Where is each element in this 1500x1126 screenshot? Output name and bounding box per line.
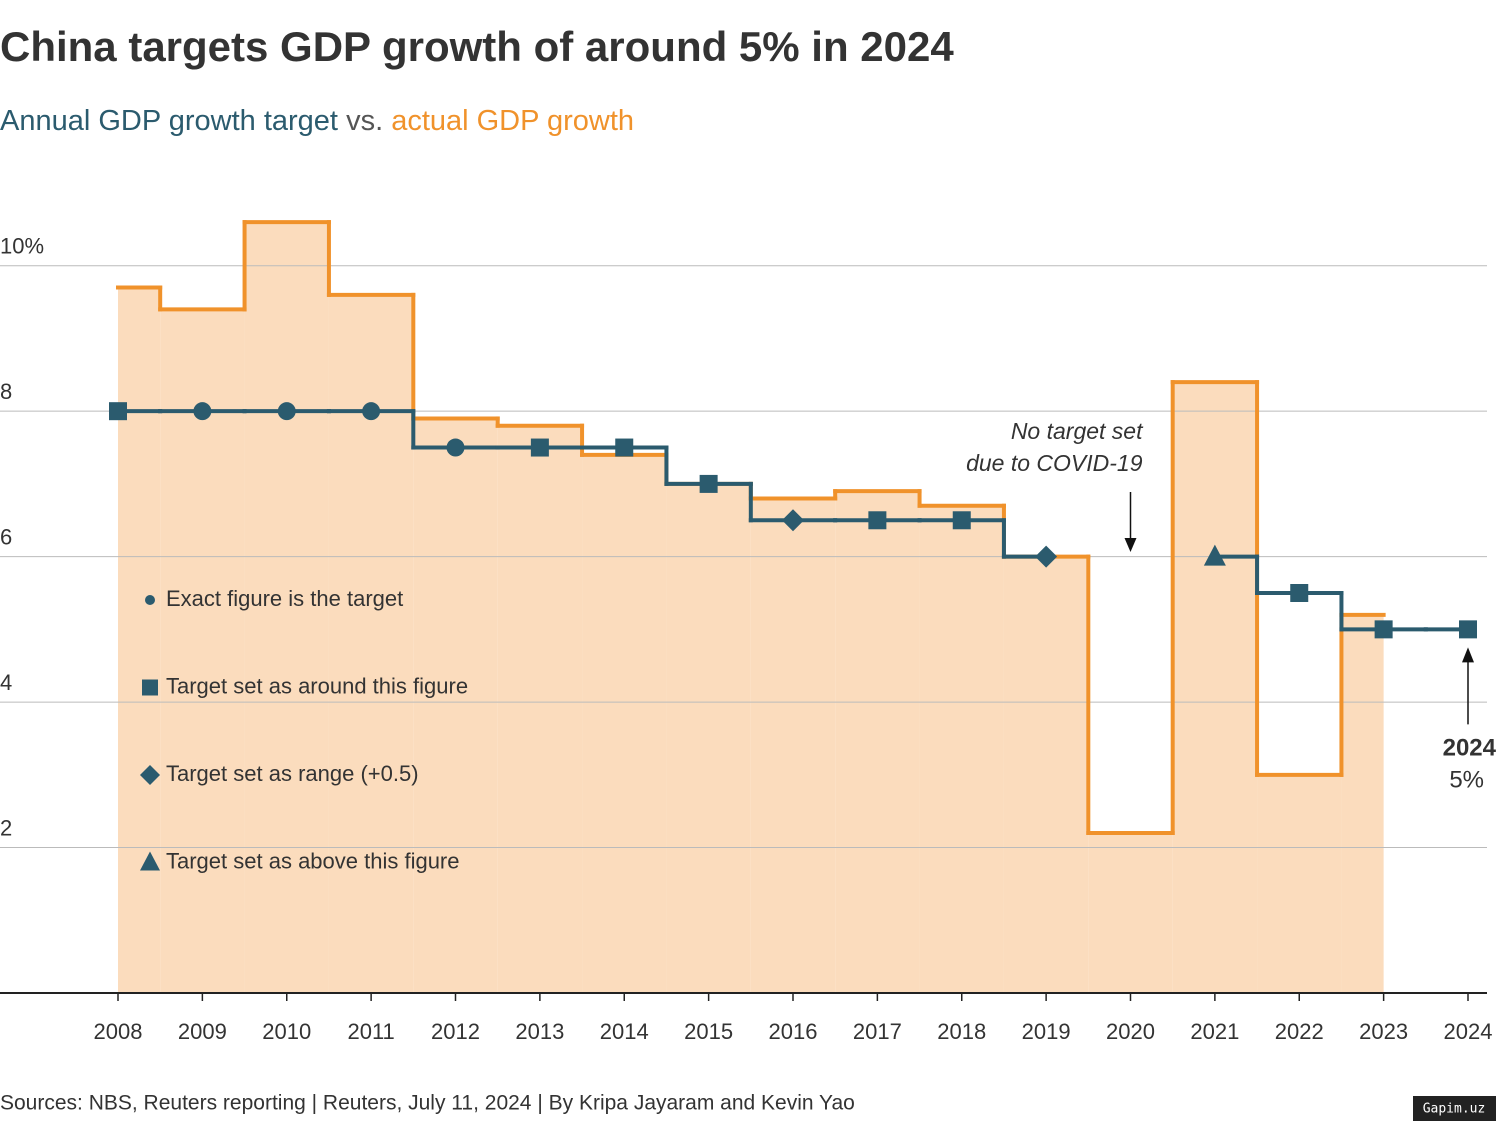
area-segment xyxy=(666,483,751,993)
marker xyxy=(140,851,160,871)
x-tick-label: 2019 xyxy=(1022,1019,1071,1044)
area-segment xyxy=(1257,774,1342,993)
area-segment xyxy=(582,454,667,993)
annotation: No target set xyxy=(1011,418,1144,444)
marker-layer xyxy=(109,402,1477,639)
y-tick-label: 4 xyxy=(0,670,12,695)
marker xyxy=(530,438,549,457)
area-segment xyxy=(413,418,498,993)
x-tick-label: 2018 xyxy=(937,1019,986,1044)
annotation: 2024 xyxy=(1443,734,1497,761)
area-segment xyxy=(328,294,414,993)
area-segment xyxy=(1172,382,1258,993)
marker xyxy=(1203,544,1226,566)
legend-label: Exact figure is the target xyxy=(166,586,403,611)
marker xyxy=(615,438,634,457)
arrow-head xyxy=(1124,538,1137,552)
marker xyxy=(868,511,887,530)
marker xyxy=(193,402,212,421)
y-tick-label: 2 xyxy=(0,815,12,840)
area-segment xyxy=(1341,614,1384,993)
x-tick-label: 2017 xyxy=(853,1019,902,1044)
x-tick-label: 2022 xyxy=(1275,1019,1324,1044)
area-segment xyxy=(497,425,583,993)
area-segment xyxy=(835,491,920,993)
subtitle-target: Annual GDP growth target xyxy=(0,105,338,137)
marker xyxy=(699,474,718,493)
x-tick-label: 2013 xyxy=(515,1019,564,1044)
y-tick-label: 8 xyxy=(0,379,12,404)
marker xyxy=(1035,545,1058,568)
x-tick-label: 2024 xyxy=(1444,1019,1493,1044)
y-tick-label: 10% xyxy=(0,234,44,259)
subtitle-joiner: vs. xyxy=(346,105,383,137)
area-segment xyxy=(750,498,836,993)
marker xyxy=(1374,620,1393,639)
area-segment xyxy=(1088,833,1173,993)
source: Sources: NBS, Reuters reporting | Reuter… xyxy=(0,1092,855,1115)
marker xyxy=(142,679,158,696)
y-tick-label: 6 xyxy=(0,524,12,549)
marker xyxy=(446,438,465,457)
marker xyxy=(952,511,971,530)
x-tick-label: 2011 xyxy=(347,1019,394,1044)
x-tick-label: 2009 xyxy=(178,1019,227,1044)
marker xyxy=(782,509,804,532)
x-tick-label: 2015 xyxy=(684,1019,733,1044)
legend-label: Target set as above this figure xyxy=(166,848,460,873)
marker xyxy=(1290,584,1309,602)
x-tick-label: 2012 xyxy=(431,1019,480,1044)
watermark: Gapim.uz xyxy=(1423,1102,1486,1117)
subtitle: Annual GDP growth target vs. actual GDP … xyxy=(0,105,634,137)
marker xyxy=(109,402,127,421)
area-layer xyxy=(118,222,1384,994)
x-tick-label: 2016 xyxy=(769,1019,818,1044)
watermark-box xyxy=(1413,1096,1496,1121)
x-tick-label: 2023 xyxy=(1359,1019,1408,1044)
area-segment xyxy=(118,287,161,994)
subtitle-actual: actual GDP growth xyxy=(391,105,634,137)
area-segment xyxy=(919,505,1004,993)
marker xyxy=(1459,620,1477,639)
x-tick-label: 2010 xyxy=(262,1019,311,1044)
arrow-head xyxy=(1462,647,1474,663)
x-tick-label: 2014 xyxy=(600,1019,649,1044)
area-segment xyxy=(160,309,245,993)
x-tick-label: 2008 xyxy=(94,1019,143,1044)
x-tick-label: 2021 xyxy=(1190,1019,1239,1044)
legend-label: Target set as range (+0.5) xyxy=(166,761,419,786)
value-label: 5% xyxy=(1449,766,1484,793)
legend-label: Target set as around this figure xyxy=(166,673,468,698)
marker xyxy=(145,595,155,605)
x-tick-label: 2020 xyxy=(1106,1019,1155,1044)
marker xyxy=(362,402,381,421)
area-segment xyxy=(1003,556,1089,993)
area-segment xyxy=(244,222,329,993)
annotation: due to COVID-19 xyxy=(966,450,1143,476)
marker xyxy=(140,765,160,785)
marker xyxy=(277,402,296,421)
chart-title: China targets GDP growth of around 5% in… xyxy=(0,23,954,70)
